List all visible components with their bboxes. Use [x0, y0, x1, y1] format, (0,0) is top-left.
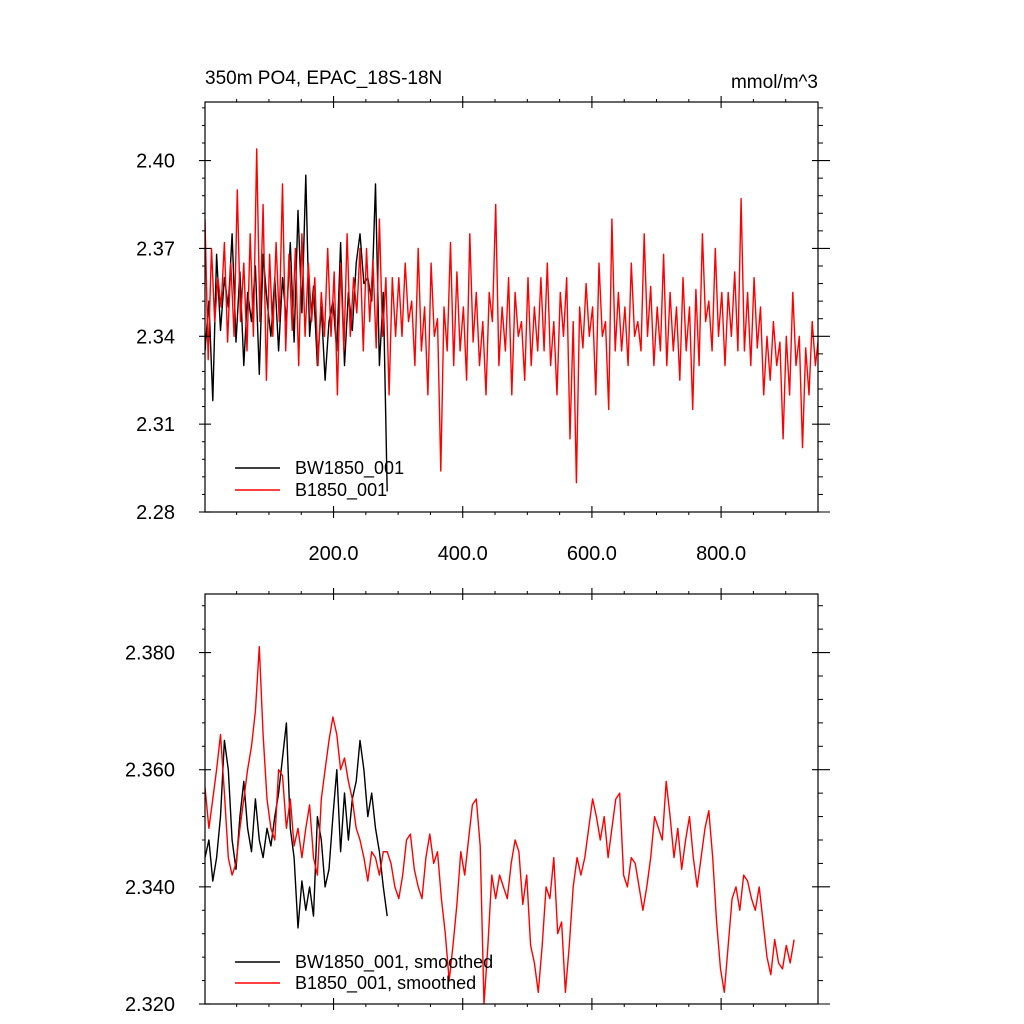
top-y-tick-label: 2.31 [136, 414, 175, 436]
top-y-tick-label: 2.34 [136, 326, 175, 348]
top-series-line-1 [205, 174, 388, 492]
bottom-y-tick-label: 2.320 [125, 994, 175, 1016]
bottom-y-tick-label: 2.340 [125, 877, 175, 899]
bottom-plot-frame [204, 593, 819, 1005]
bottom-panel: 2.320 2.340 2.360 2.380 BW1850_001, smoothed… [125, 588, 830, 1016]
top-series-line-2 [205, 148, 818, 484]
bottom-series-line-1 [205, 722, 388, 929]
top-x-tick-label: 600.0 [567, 543, 617, 565]
top-x-tick-label: 800.0 [696, 543, 746, 565]
top-x-tick-label: 200.0 [309, 543, 359, 565]
bottom-legend-label: B1850_001, smoothed [295, 973, 476, 994]
top-panel: 350m PO4, EPAC_18S-18N mmol/m^3 200.0 400… [136, 68, 830, 565]
chart-title: 350m PO4, EPAC_18S-18N [205, 68, 442, 89]
units-label: mmol/m^3 [731, 72, 818, 93]
bottom-series-line-2 [205, 646, 795, 1004]
top-y-tick-label: 2.40 [136, 151, 175, 173]
bottom-y-tick-label: 2.380 [125, 643, 175, 665]
top-legend-label: BW1850_001 [295, 458, 404, 479]
bottom-y-tick-label: 2.360 [125, 760, 175, 782]
top-x-tick-label: 400.0 [438, 543, 488, 565]
bottom-legend-label: BW1850_001, smoothed [295, 952, 493, 973]
top-y-tick-label: 2.28 [136, 502, 175, 524]
top-plot-frame [204, 101, 819, 513]
top-legend-label: B1850_001 [295, 480, 387, 501]
top-y-tick-label: 2.37 [136, 238, 175, 260]
